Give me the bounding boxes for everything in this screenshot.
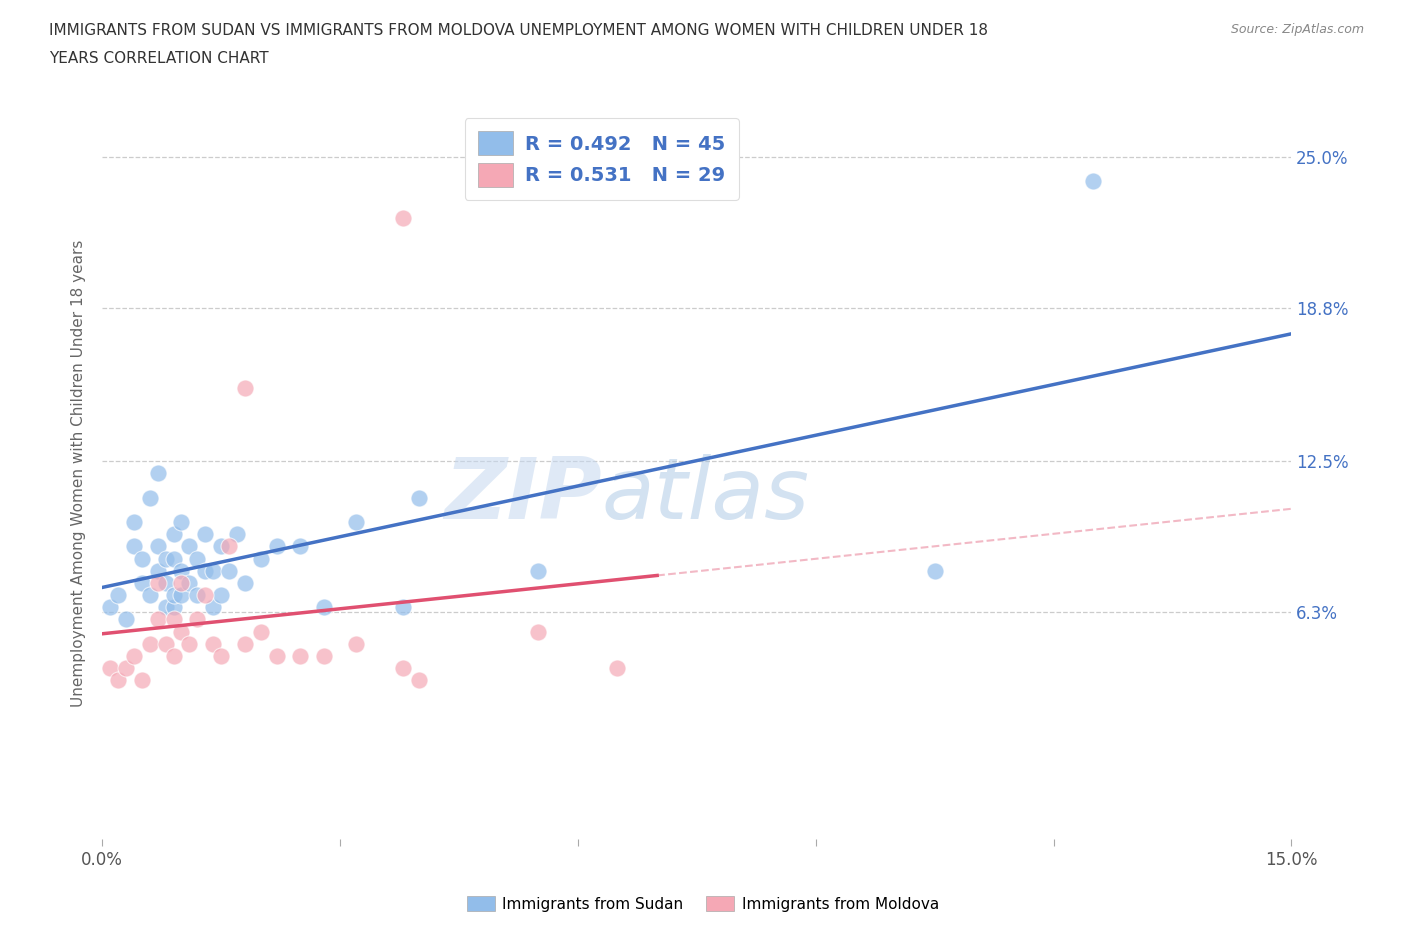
Point [344,514,367,529]
Point [924,564,946,578]
Point [249,551,271,566]
Point [122,514,145,529]
Point [249,624,271,639]
Point [115,660,138,675]
Point [122,539,145,554]
Point [194,526,217,541]
Point [202,636,225,651]
Point [139,636,162,651]
Point [162,526,184,541]
Point [179,539,201,554]
Point [146,539,169,554]
Point [122,648,145,663]
Point [162,551,184,566]
Text: Source: ZipAtlas.com: Source: ZipAtlas.com [1230,23,1364,36]
Point [344,636,367,651]
Text: YEARS CORRELATION CHART: YEARS CORRELATION CHART [49,51,269,66]
Point [290,648,312,663]
Point [194,588,217,603]
Point [107,588,129,603]
Point [290,539,312,554]
Point [170,564,193,578]
Point [146,466,169,481]
Point [314,600,336,615]
Point [131,551,153,566]
Text: ZIP: ZIP [444,454,602,537]
Point [527,564,550,578]
Point [233,636,256,651]
Point [408,490,430,505]
Point [218,564,240,578]
Point [527,624,550,639]
Point [392,660,415,675]
Point [155,636,177,651]
Point [202,564,225,578]
Text: atlas: atlas [602,454,810,537]
Legend: R = 0.492   N = 45, R = 0.531   N = 29: R = 0.492 N = 45, R = 0.531 N = 29 [464,118,738,200]
Point [146,576,169,591]
Point [98,600,121,615]
Point [155,576,177,591]
Point [170,576,193,591]
Point [155,551,177,566]
Point [155,600,177,615]
Point [186,551,208,566]
Point [209,588,232,603]
Point [392,210,415,225]
Point [162,588,184,603]
Point [139,588,162,603]
Point [408,673,430,688]
Point [131,576,153,591]
Point [226,526,249,541]
Point [162,612,184,627]
Point [392,600,415,615]
Point [162,648,184,663]
Point [131,673,153,688]
Point [606,660,628,675]
Point [266,539,288,554]
Point [186,612,208,627]
Point [170,624,193,639]
Text: IMMIGRANTS FROM SUDAN VS IMMIGRANTS FROM MOLDOVA UNEMPLOYMENT AMONG WOMEN WITH C: IMMIGRANTS FROM SUDAN VS IMMIGRANTS FROM… [49,23,988,38]
Point [107,673,129,688]
Point [115,612,138,627]
Point [314,648,336,663]
Point [186,588,208,603]
Point [146,612,169,627]
Point [233,576,256,591]
Point [170,514,193,529]
Point [98,660,121,675]
Point [170,588,193,603]
Point [146,564,169,578]
Point [233,380,256,395]
Point [202,600,225,615]
Point [162,600,184,615]
Legend: Immigrants from Sudan, Immigrants from Moldova: Immigrants from Sudan, Immigrants from M… [461,889,945,918]
Point [218,539,240,554]
Point [209,648,232,663]
Point [194,564,217,578]
Y-axis label: Unemployment Among Women with Children Under 18 years: Unemployment Among Women with Children U… [72,240,86,707]
Point [209,539,232,554]
Point [1081,174,1104,189]
Point [179,636,201,651]
Point [266,648,288,663]
Point [139,490,162,505]
Point [179,576,201,591]
